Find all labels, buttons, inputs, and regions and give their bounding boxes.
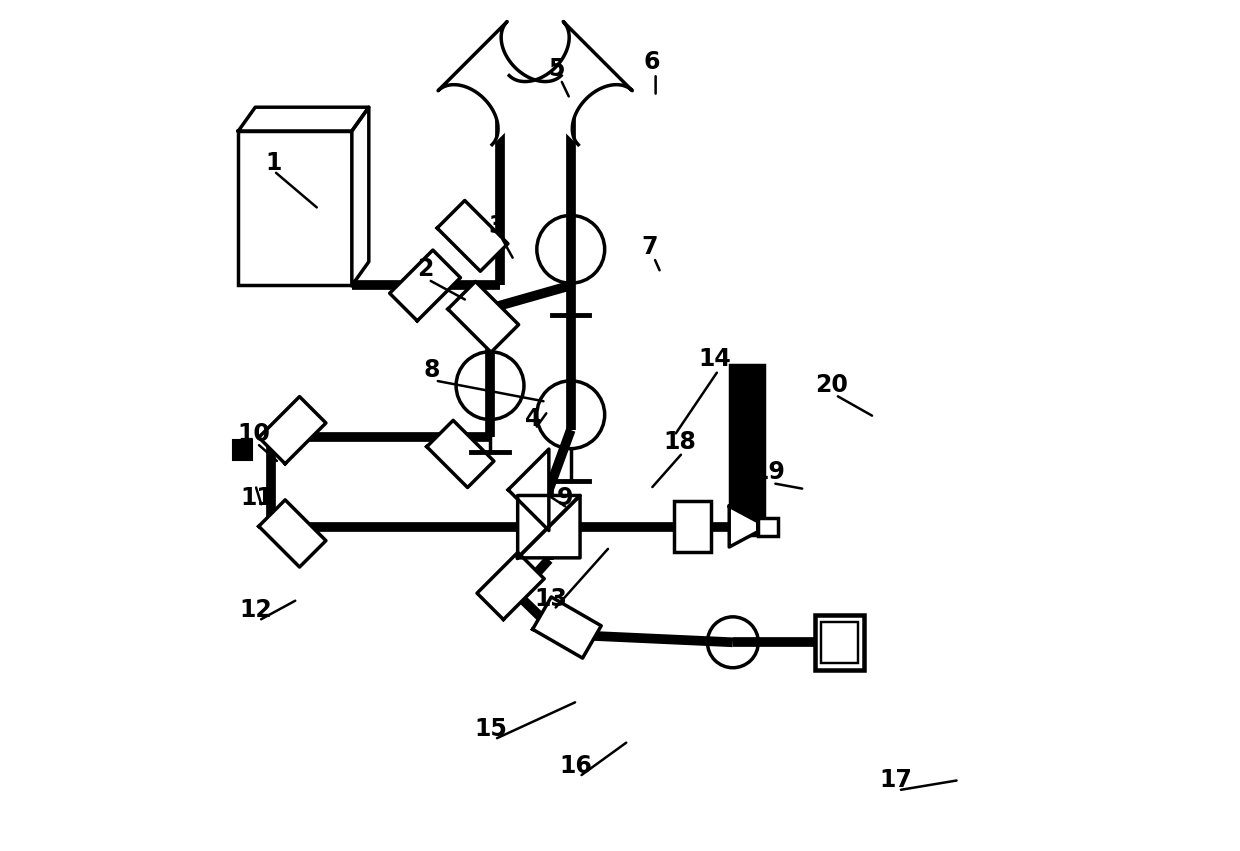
Text: 18: 18 [663,431,696,454]
Polygon shape [517,495,580,558]
Text: 6: 6 [644,50,660,74]
Text: 16: 16 [559,755,593,779]
Text: 19: 19 [753,460,786,484]
Text: 20: 20 [816,373,848,397]
Text: 13: 13 [534,587,567,611]
Polygon shape [438,201,508,271]
Text: 2: 2 [417,257,433,281]
Polygon shape [510,21,632,145]
Polygon shape [729,506,758,547]
Text: 12: 12 [239,597,272,621]
Polygon shape [259,500,326,567]
Polygon shape [352,107,368,285]
Bar [815,614,864,670]
Polygon shape [259,397,326,464]
Text: 8: 8 [423,358,440,382]
Bar [233,440,252,460]
Polygon shape [238,107,368,131]
Text: 7: 7 [641,236,658,260]
Polygon shape [517,495,580,558]
Polygon shape [438,21,562,145]
Polygon shape [389,250,460,321]
Bar [821,621,858,663]
Text: 15: 15 [475,717,507,741]
Text: 9: 9 [557,486,573,510]
Text: 10: 10 [237,422,270,446]
Polygon shape [729,365,764,534]
Polygon shape [508,449,549,530]
Text: 3: 3 [489,214,505,238]
Bar [238,131,352,285]
Bar [675,501,711,552]
Text: 11: 11 [241,486,273,510]
Polygon shape [477,552,544,620]
Text: 17: 17 [879,768,913,792]
Text: 5: 5 [548,57,564,81]
Bar [758,517,777,536]
Polygon shape [427,420,494,488]
Text: 4: 4 [526,407,542,431]
Text: 1: 1 [265,151,283,174]
Polygon shape [448,282,518,352]
Polygon shape [533,597,601,658]
Text: 14: 14 [698,347,732,371]
